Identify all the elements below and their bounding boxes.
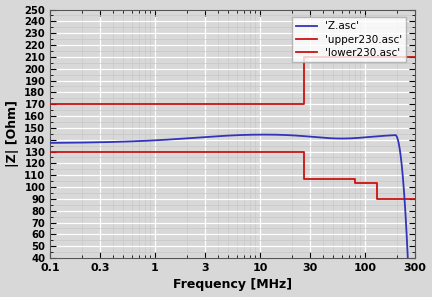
X-axis label: Frequency [MHz]: Frequency [MHz] [173, 279, 292, 291]
Legend: 'Z.asc', 'upper230.asc', 'lower230.asc': 'Z.asc', 'upper230.asc', 'lower230.asc' [292, 17, 406, 62]
Y-axis label: |Z| [Ohm]: |Z| [Ohm] [6, 100, 19, 167]
